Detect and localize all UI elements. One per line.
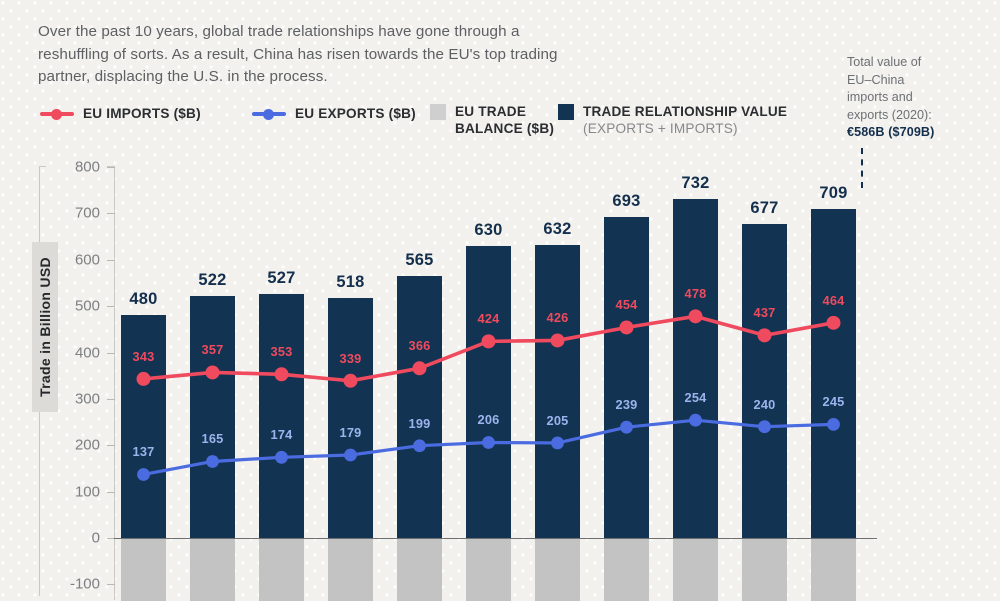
point-label-eu-imports: 426 — [546, 310, 569, 326]
point-label-eu-imports: 454 — [615, 297, 638, 313]
point-label-eu-imports: 357 — [201, 342, 224, 358]
point-label-eu-exports: 240 — [753, 396, 776, 412]
point-label-eu-imports: 424 — [477, 311, 500, 327]
y-axis-tick-label: 300 — [74, 390, 100, 408]
y-axis-tick-label: 200 — [74, 436, 100, 454]
bar-eu-trade-balance — [190, 539, 235, 601]
bar-eu-trade-balance — [604, 539, 649, 601]
bar-eu-trade-balance — [811, 539, 856, 601]
y-axis-title-group: Trade in Billion USD — [28, 166, 58, 596]
y-axis-tick-mark — [107, 399, 115, 400]
bar-label-trade-value: 630 — [474, 220, 503, 239]
y-axis-line — [114, 166, 115, 600]
bar-label-trade-value: 565 — [405, 250, 434, 269]
point-label-eu-imports: 353 — [270, 344, 293, 360]
point-label-eu-exports: 165 — [201, 431, 224, 447]
bar-trade-relationship-value — [397, 275, 442, 538]
bar-trade-relationship-value — [328, 297, 373, 538]
bar-eu-trade-balance — [328, 539, 373, 601]
bar-trade-relationship-value — [190, 295, 235, 538]
bar-label-trade-value: 693 — [612, 191, 641, 210]
point-label-eu-exports: 174 — [270, 427, 293, 443]
bar-trade-relationship-value — [811, 209, 856, 538]
y-axis-outer-spine-cap — [39, 166, 46, 167]
point-label-eu-exports: 137 — [132, 444, 155, 460]
bar-eu-trade-balance — [742, 539, 787, 601]
point-label-eu-imports: 339 — [339, 350, 362, 366]
bar-trade-relationship-value — [742, 224, 787, 538]
bar-label-trade-value: 677 — [750, 199, 779, 218]
bar-eu-trade-balance — [535, 539, 580, 601]
y-axis-tick-label: 100 — [74, 483, 100, 501]
point-label-eu-imports: 478 — [684, 286, 707, 302]
point-label-eu-exports: 245 — [822, 394, 845, 410]
y-axis-tick-labels: 800 700 600 500 400 300 200 100 0 -100 — [54, 0, 100, 600]
y-axis-tick-mark — [107, 492, 115, 493]
bar-label-trade-value: 527 — [267, 268, 296, 287]
bar-eu-trade-balance — [673, 539, 718, 601]
point-label-eu-exports: 254 — [684, 390, 707, 406]
bar-trade-relationship-value — [535, 244, 580, 538]
point-label-eu-exports: 206 — [477, 412, 500, 428]
bar-label-trade-value: 522 — [198, 270, 227, 289]
bar-label-trade-value: 480 — [129, 290, 158, 309]
y-axis-tick-mark — [107, 584, 115, 585]
point-label-eu-exports: 205 — [546, 412, 569, 428]
y-axis-tick-mark — [107, 167, 115, 168]
bar-trade-relationship-value — [466, 245, 511, 538]
bar-trade-relationship-value — [673, 198, 718, 538]
y-axis-tick-mark — [107, 213, 115, 214]
point-label-eu-exports: 179 — [339, 424, 362, 440]
zero-baseline — [114, 538, 877, 539]
bar-eu-trade-balance — [397, 539, 442, 601]
bar-label-trade-value: 632 — [543, 219, 572, 238]
bar-label-trade-value: 518 — [336, 272, 365, 291]
point-label-eu-exports: 239 — [615, 397, 638, 413]
bar-eu-trade-balance — [466, 539, 511, 601]
bar-label-trade-value: 732 — [681, 173, 710, 192]
y-axis-tick-mark — [107, 260, 115, 261]
y-axis-tick-label: 500 — [74, 297, 100, 315]
bar-eu-trade-balance — [259, 539, 304, 601]
y-axis-tick-label: 400 — [74, 344, 100, 361]
y-axis-tick-label: -100 — [69, 575, 100, 593]
bar-trade-relationship-value — [259, 293, 304, 538]
point-label-eu-imports: 366 — [408, 338, 431, 354]
bar-label-trade-value: 709 — [819, 184, 848, 203]
bar-eu-trade-balance — [121, 539, 166, 601]
point-label-eu-exports: 199 — [408, 415, 431, 431]
bar-trade-relationship-value — [604, 216, 649, 538]
y-axis-tick-label: 700 — [74, 204, 100, 222]
point-label-eu-imports: 437 — [753, 305, 776, 321]
y-axis-tick-label: 600 — [74, 251, 100, 269]
point-label-eu-imports: 464 — [822, 292, 845, 308]
y-axis-tick-label: 800 — [74, 158, 100, 176]
y-axis-tick-label: 0 — [91, 529, 100, 547]
point-label-eu-imports: 343 — [132, 348, 155, 364]
